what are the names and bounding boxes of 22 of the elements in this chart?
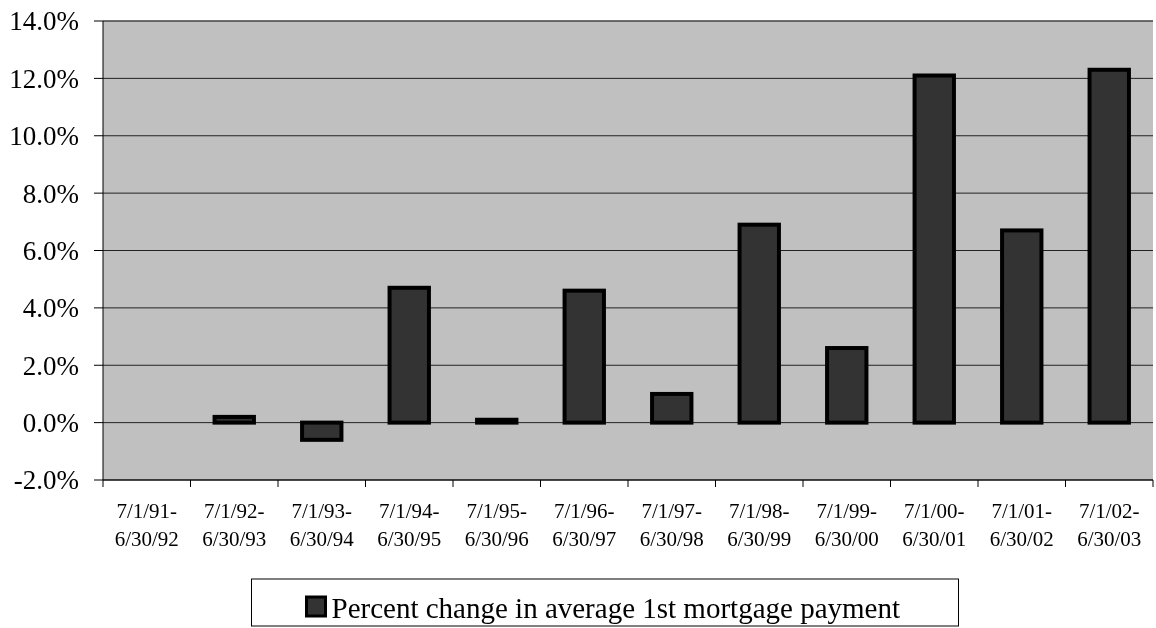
x-tick-label: 7/1/95-6/30/96 — [464, 499, 529, 551]
x-tick-label: 7/1/02-6/30/03 — [1077, 499, 1142, 551]
x-tick-label: 7/1/00-6/30/01 — [902, 499, 967, 551]
x-tick-label: 7/1/96-6/30/97 — [552, 499, 617, 551]
y-tick-label: 0.0% — [22, 408, 79, 439]
x-tick-label: 7/1/01-6/30/02 — [989, 499, 1054, 551]
x-tick-label: 7/1/94-6/30/95 — [377, 499, 442, 551]
y-tick-label: 2.0% — [22, 350, 79, 381]
x-tick-label: 7/1/99-6/30/00 — [814, 499, 879, 551]
y-tick-label: 8.0% — [22, 178, 79, 209]
x-tick-label: 7/1/92-6/30/93 — [202, 499, 267, 551]
x-tick-label: 7/1/97-6/30/98 — [639, 499, 704, 551]
legend-label: Percent change in average 1st mortgage payment — [331, 592, 900, 625]
y-tick-label: 10.0% — [9, 121, 79, 152]
x-tick-label: 7/1/98-6/30/99 — [727, 499, 792, 551]
x-tick-label: 7/1/93-6/30/94 — [289, 499, 355, 551]
y-tick-label: 6.0% — [22, 235, 79, 266]
y-tick-label: 14.0% — [9, 6, 79, 37]
y-tick-label: 12.0% — [9, 63, 79, 94]
x-tick-label: 7/1/91-6/30/92 — [114, 499, 179, 551]
y-tick-label: -2.0% — [13, 465, 79, 496]
y-tick-label: 4.0% — [22, 293, 79, 324]
